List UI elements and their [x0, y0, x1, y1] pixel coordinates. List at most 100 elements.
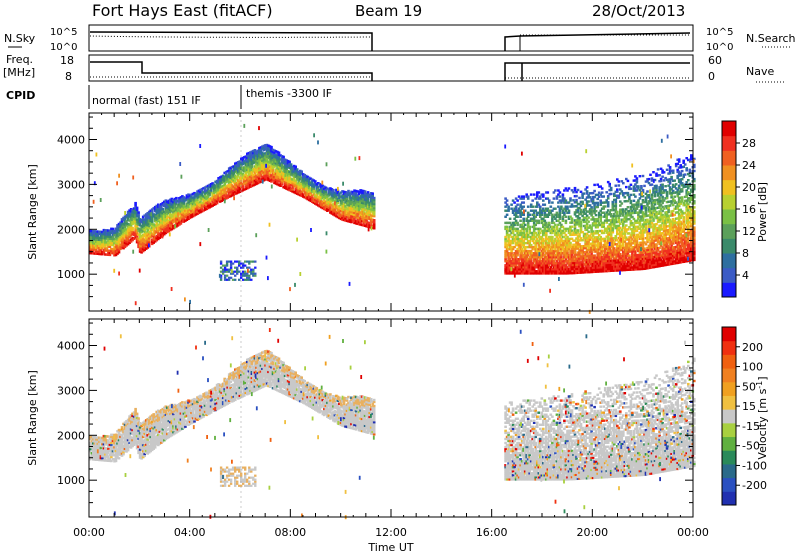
echo-cell [221, 174, 225, 177]
echo-cell [223, 177, 226, 181]
echo-cell [152, 215, 155, 218]
echo-cell [119, 237, 122, 240]
echo-cell [93, 236, 97, 239]
echo-cell [273, 173, 276, 176]
echo-cell [246, 178, 249, 182]
echo-cell [113, 238, 116, 241]
echo-cell [117, 228, 121, 232]
echo-cell [187, 213, 190, 216]
echo-cell [114, 245, 118, 249]
echo-cell [90, 246, 94, 249]
echo-cell [274, 178, 278, 181]
echo-cell [129, 224, 133, 227]
echo-cell [141, 225, 145, 229]
echo-cell [270, 160, 273, 163]
echo-cell [372, 200, 376, 204]
echo-cell [172, 219, 175, 222]
echo-cell [92, 234, 95, 237]
echo-cell [267, 146, 270, 149]
echo-cell [268, 165, 272, 168]
echo-cell [138, 220, 142, 223]
echo-cell [617, 180, 621, 183]
echo-cell [140, 247, 143, 250]
echo-cell [235, 185, 239, 189]
echo-cell [267, 170, 270, 174]
echo-cell [273, 157, 276, 160]
echo-cell [138, 218, 142, 221]
echo-cell [246, 168, 249, 172]
echo-cell [249, 181, 252, 184]
echo-cell [232, 169, 235, 172]
echo-cell [114, 243, 118, 247]
echo-cell [227, 195, 231, 198]
echo-cell [217, 181, 220, 184]
echo-cell [144, 247, 148, 250]
echo-cell [173, 205, 177, 209]
echo-cell [173, 207, 177, 211]
echo-cell [179, 210, 183, 213]
echo-cell [107, 249, 110, 252]
echo-cell [241, 160, 245, 164]
echo-cell [209, 199, 213, 202]
echo-cell [138, 240, 142, 243]
echo-cell [122, 241, 125, 244]
echo-cell [200, 202, 204, 205]
echo-cell [163, 210, 166, 214]
echo-cell [626, 191, 630, 195]
echo-cell [178, 217, 181, 220]
echo-cell [226, 184, 229, 187]
echo-cell [122, 238, 125, 242]
echo-cell [114, 249, 118, 253]
echo-cell [590, 206, 593, 209]
echo-cell [158, 212, 162, 215]
echo-cell [247, 174, 251, 177]
echo-cell [240, 276, 243, 279]
echo-cell [96, 250, 100, 253]
echo-cell [119, 243, 122, 247]
echo-cell [179, 212, 183, 215]
echo-cell [93, 242, 97, 245]
echo-cell [152, 237, 155, 240]
echo-cell [98, 242, 101, 246]
echo-cell [234, 174, 237, 177]
echo-cell [261, 153, 264, 156]
echo-cell [250, 180, 254, 184]
echo-cell [93, 230, 97, 233]
echo-cell [128, 211, 131, 214]
echo-cell [138, 230, 142, 233]
echo-cell [135, 214, 139, 218]
echo-cell [128, 219, 131, 222]
echo-cell [274, 164, 278, 167]
echo-cell [126, 214, 130, 218]
echo-cell [200, 194, 204, 197]
echo-cell [132, 211, 136, 214]
echo-cell [149, 227, 152, 231]
echo-cell [606, 195, 610, 198]
echo-cell [169, 198, 172, 201]
echo-cell [268, 171, 272, 174]
echo-cell [247, 168, 251, 171]
echo-cell [234, 190, 237, 194]
echo-cell [172, 206, 175, 210]
echo-cell [223, 175, 226, 179]
echo-cell [181, 209, 184, 212]
echo-cell [255, 178, 258, 181]
echo-cell [617, 184, 621, 187]
echo-cell [262, 175, 266, 178]
echo-cell [271, 154, 275, 158]
echo-cell [226, 196, 229, 199]
echo-cell [166, 222, 169, 226]
echo-cell [108, 233, 112, 236]
echo-cell [229, 260, 233, 263]
echo-cell [123, 215, 127, 218]
echo-cell [158, 220, 162, 223]
echo-cell [262, 171, 266, 174]
echo-cell [105, 229, 109, 232]
echo-cell [250, 158, 254, 161]
echo-cell [170, 205, 174, 209]
echo-cell [111, 239, 115, 243]
echo-cell [264, 176, 267, 179]
echo-cell [140, 228, 143, 232]
echo-cell [276, 171, 279, 174]
echo-cell [187, 193, 190, 196]
